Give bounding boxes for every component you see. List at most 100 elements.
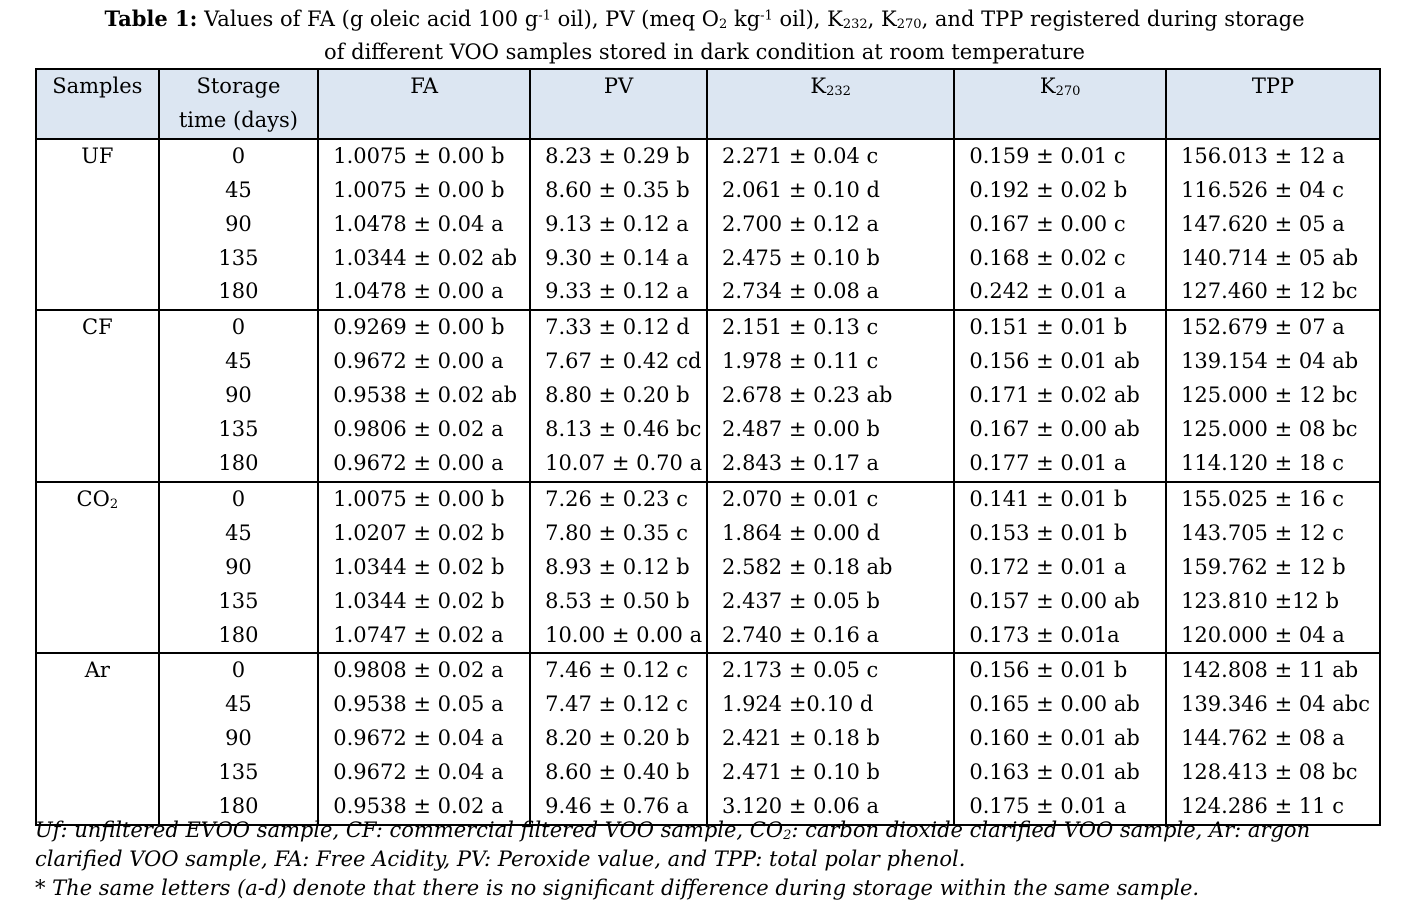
storage-days-cell: 180 (157, 618, 320, 654)
tpp-cell: 144.762 ± 08 a (1165, 722, 1381, 757)
table-row: 45 0.9538 ± 0.05 a 7.47 ± 0.12 c 1.924 ±0.1… (36, 688, 1381, 723)
storage-days-cell: 0 (157, 138, 320, 174)
table-row: 90 0.9672 ± 0.04 a 8.20 ± 0.20 b 2.421 ± 0.… (36, 722, 1381, 757)
tpp-cell: 156.013 ± 12 a (1165, 138, 1381, 174)
storage-days-cell: 90 (157, 722, 320, 757)
storage-days-cell: 90 (157, 207, 320, 242)
fa-cell: 0.9538 ± 0.05 a (317, 688, 532, 723)
fa-cell: 1.0478 ± 0.04 a (317, 207, 532, 242)
sample-name-cell: Ar (35, 653, 160, 825)
table-row: CF 0 0.9269 ± 0.00 b 7.33 ± 0.12 d 2.151 ± 0… (35, 310, 1381, 482)
fa-cell: 0.9538 ± 0.02 a (317, 790, 532, 825)
k232-cell: 2.678 ± 0.23 ab (706, 379, 956, 414)
tpp-cell: 128.413 ± 08 bc (1165, 756, 1381, 791)
k270-cell: 0.163 ± 0.01 ab (953, 756, 1168, 791)
tpp-cell: 124.286 ± 11 c (1165, 790, 1381, 825)
fa-cell: 0.9672 ± 0.04 a (317, 756, 532, 791)
tpp-cell: 147.620 ± 05 a (1165, 207, 1381, 242)
tpp-cell: 127.460 ± 12 bc (1165, 275, 1381, 311)
header-pv: PV (529, 69, 709, 139)
pv-cell: 9.33 ± 0.12 a (529, 275, 709, 311)
table-row: 180 1.0478 ± 0.00 a 9.33 ± 0.12 a 2.734 ± 0… (36, 275, 1381, 311)
k270-cell: 0.177 ± 0.01 a (953, 446, 1168, 482)
results-table: Samples Storage time (days) FA PV K232 K2… (35, 68, 1381, 826)
k232-cell: 2.421 ± 0.18 b (706, 722, 956, 757)
k232-cell: 2.151 ± 0.13 c (706, 310, 956, 346)
tpp-cell: 152.679 ± 07 a (1165, 310, 1381, 346)
tpp-cell: 139.346 ± 04 abc (1165, 688, 1381, 723)
fa-cell: 0.9672 ± 0.00 a (317, 345, 532, 380)
fa-cell: 0.9808 ± 0.02 a (317, 653, 532, 689)
table-row: 135 0.9672 ± 0.04 a 8.60 ± 0.40 b 2.471 ± 0… (36, 756, 1381, 791)
table-row: 135 1.0344 ± 0.02 b 8.53 ± 0.50 b 2.437 ± 0… (36, 584, 1381, 619)
fa-cell: 0.9672 ± 0.04 a (317, 722, 532, 757)
fa-cell: 1.0207 ± 0.02 b (317, 516, 532, 551)
k270-cell: 0.172 ± 0.01 a (953, 550, 1168, 585)
k232-cell: 2.471 ± 0.10 b (706, 756, 956, 791)
pv-cell: 8.60 ± 0.35 b (529, 173, 709, 208)
table-row: 45 1.0075 ± 0.00 b 8.60 ± 0.35 b 2.061 ± 0.… (36, 173, 1381, 208)
pv-cell: 8.20 ± 0.20 b (529, 722, 709, 757)
tpp-cell: 143.705 ± 12 c (1165, 516, 1381, 551)
tpp-cell: 139.154 ± 04 ab (1165, 345, 1381, 380)
k270-cell: 0.160 ± 0.01 ab (953, 722, 1168, 757)
storage-days-cell: 90 (157, 379, 320, 414)
pv-cell: 8.60 ± 0.40 b (529, 756, 709, 791)
k270-cell: 0.153 ± 0.01 b (953, 516, 1168, 551)
k270-cell: 0.192 ± 0.02 b (953, 173, 1168, 208)
k232-cell: 2.061 ± 0.10 d (706, 173, 956, 208)
sample-name-cell: CF (35, 310, 160, 482)
sample-name-cell: UF (35, 138, 160, 311)
storage-days-cell: 45 (157, 345, 320, 380)
tpp-cell: 120.000 ± 04 a (1165, 618, 1381, 654)
k270-cell: 0.156 ± 0.01 ab (953, 345, 1168, 380)
k270-cell: 0.168 ± 0.02 c (953, 241, 1168, 276)
storage-days-cell: 180 (157, 275, 320, 311)
pv-cell: 10.07 ± 0.70 a (529, 446, 709, 482)
pv-cell: 7.80 ± 0.35 c (529, 516, 709, 551)
storage-days-cell: 45 (157, 688, 320, 723)
k232-cell: 2.475 ± 0.10 b (706, 241, 956, 276)
header-k232: K232 (706, 69, 956, 139)
header-row: Samples Storage time (days) FA PV K232 K2… (35, 69, 1381, 139)
k270-cell: 0.167 ± 0.00 c (953, 207, 1168, 242)
notes-line-2: clarified VOO sample, FA: Free Acidity, … (35, 847, 966, 871)
k232-cell: 2.487 ± 0.00 b (706, 413, 956, 447)
caption-line-1: Table 1: Values of FA (g oleic acid 100 … (104, 6, 1305, 32)
k270-cell: 0.167 ± 0.00 ab (953, 413, 1168, 447)
table-notes: Uf: unfiltered EVOO sample, CF: commerci… (35, 816, 1310, 903)
tpp-cell: 155.025 ± 16 c (1165, 481, 1381, 517)
tpp-cell: 140.714 ± 05 ab (1165, 241, 1381, 276)
tpp-cell: 123.810 ±12 b (1165, 584, 1381, 619)
pv-cell: 9.30 ± 0.14 a (529, 241, 709, 276)
storage-days-cell: 135 (157, 413, 320, 447)
fa-cell: 0.9806 ± 0.02 a (317, 413, 532, 447)
notes-line-3: * The same letters (a-d) denote that the… (35, 876, 1200, 900)
tpp-cell: 142.808 ± 11 ab (1165, 653, 1381, 689)
table-row: CO2 0 1.0075 ± 0.00 b 7.26 ± 0.23 c 2.070 ± … (35, 481, 1381, 654)
table-row: 180 0.9538 ± 0.02 a 9.46 ± 0.76 a 3.120 ± 0… (36, 790, 1381, 825)
tpp-cell: 114.120 ± 18 c (1165, 446, 1381, 482)
pv-cell: 8.13 ± 0.46 bc (529, 413, 709, 447)
pv-cell: 7.26 ± 0.23 c (529, 481, 709, 517)
k232-cell: 2.070 ± 0.01 c (706, 481, 956, 517)
k232-cell: 2.582 ± 0.18 ab (706, 550, 956, 585)
header-samples: Samples (35, 69, 160, 139)
k270-cell: 0.242 ± 0.01 a (953, 275, 1168, 311)
storage-days-cell: 0 (157, 653, 320, 689)
table-row: 45 1.0207 ± 0.02 b 7.80 ± 0.35 c 1.864 ± 0.… (36, 516, 1381, 551)
k232-cell: 2.700 ± 0.12 a (706, 207, 956, 242)
k232-cell: 3.120 ± 0.06 a (706, 790, 956, 825)
pv-cell: 7.33 ± 0.12 d (529, 310, 709, 346)
storage-days-cell: 45 (157, 516, 320, 551)
storage-days-cell: 180 (157, 790, 320, 825)
fa-cell: 1.0075 ± 0.00 b (317, 481, 532, 517)
sample-name-cell: CO2 (35, 481, 160, 654)
k270-cell: 0.165 ± 0.00 ab (953, 688, 1168, 723)
k270-cell: 0.175 ± 0.01 a (953, 790, 1168, 825)
fa-cell: 1.0478 ± 0.00 a (317, 275, 532, 311)
caption-label: Table 1: (104, 6, 198, 31)
k232-cell: 1.924 ±0.10 d (706, 688, 956, 723)
table-row: 180 1.0747 ± 0.02 a 10.00 ± 0.00 a 2.740 ± … (36, 618, 1381, 654)
header-storage-time: Storage time (days) (157, 69, 320, 139)
